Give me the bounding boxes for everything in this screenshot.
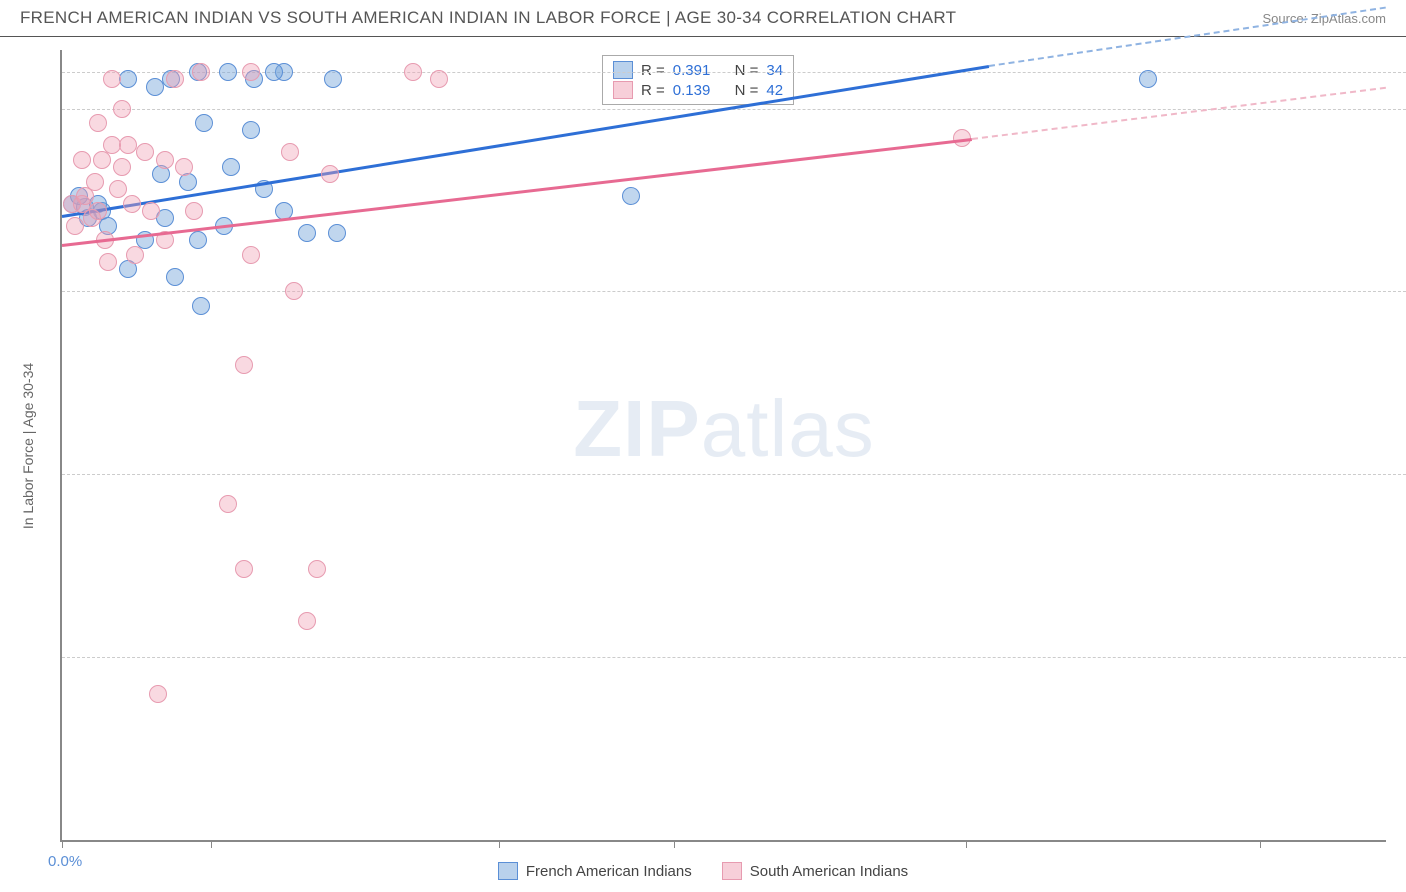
data-point	[103, 136, 121, 154]
data-point	[86, 173, 104, 191]
data-point	[113, 158, 131, 176]
data-point	[265, 63, 283, 81]
data-point	[73, 151, 91, 169]
data-point	[189, 231, 207, 249]
data-point	[126, 246, 144, 264]
legend-swatch	[613, 81, 633, 99]
data-point	[281, 143, 299, 161]
data-point	[1139, 70, 1157, 88]
data-point	[242, 63, 260, 81]
gridline	[62, 657, 1406, 658]
data-point	[66, 217, 84, 235]
data-point	[149, 685, 167, 703]
legend-item: French American Indians	[498, 862, 692, 880]
data-point	[119, 70, 137, 88]
gridline	[62, 291, 1406, 292]
data-point	[166, 70, 184, 88]
data-point	[123, 195, 141, 213]
data-point	[321, 165, 339, 183]
gridline	[62, 72, 1406, 73]
legend-swatch	[498, 862, 518, 880]
data-point	[328, 224, 346, 242]
data-point	[298, 224, 316, 242]
x-tick	[966, 840, 967, 848]
data-point	[298, 612, 316, 630]
data-point	[404, 63, 422, 81]
data-point	[109, 180, 127, 198]
chart-title: FRENCH AMERICAN INDIAN VS SOUTH AMERICAN…	[20, 8, 956, 28]
data-point	[430, 70, 448, 88]
data-point	[324, 70, 342, 88]
data-point	[185, 202, 203, 220]
data-point	[622, 187, 640, 205]
y-axis-label: In Labor Force | Age 30-34	[20, 363, 36, 529]
data-point	[235, 356, 253, 374]
x-tick	[1260, 840, 1261, 848]
watermark: ZIPatlas	[573, 383, 874, 475]
data-point	[219, 63, 237, 81]
data-point	[156, 151, 174, 169]
data-point	[99, 253, 117, 271]
data-point	[89, 202, 107, 220]
data-point	[242, 246, 260, 264]
x-tick	[499, 840, 500, 848]
data-point	[222, 158, 240, 176]
data-point	[192, 297, 210, 315]
legend-swatch	[722, 862, 742, 880]
stat-row: R =0.391 N =34	[613, 60, 783, 80]
data-point	[166, 268, 184, 286]
x-tick	[211, 840, 212, 848]
x-tick	[62, 840, 63, 848]
scatter-plot: ZIPatlas R =0.391 N =34R =0.139 N =42 25…	[60, 50, 1386, 842]
data-point	[89, 114, 107, 132]
data-point	[113, 100, 131, 118]
x-tick	[674, 840, 675, 848]
data-point	[103, 70, 121, 88]
data-point	[192, 63, 210, 81]
gridline	[62, 474, 1406, 475]
correlation-stats-box: R =0.391 N =34R =0.139 N =42	[602, 55, 794, 105]
trendline-extrapolation	[972, 87, 1386, 140]
data-point	[119, 136, 137, 154]
data-point	[175, 158, 193, 176]
legend-item: South American Indians	[722, 862, 908, 880]
legend-swatch	[613, 61, 633, 79]
data-point	[136, 143, 154, 161]
data-point	[308, 560, 326, 578]
data-point	[219, 495, 237, 513]
trendline	[62, 65, 989, 218]
data-point	[142, 202, 160, 220]
data-point	[235, 560, 253, 578]
legend: French American Indians South American In…	[0, 862, 1406, 880]
stat-row: R =0.139 N =42	[613, 80, 783, 100]
data-point	[146, 78, 164, 96]
data-point	[242, 121, 260, 139]
data-point	[195, 114, 213, 132]
data-point	[285, 282, 303, 300]
